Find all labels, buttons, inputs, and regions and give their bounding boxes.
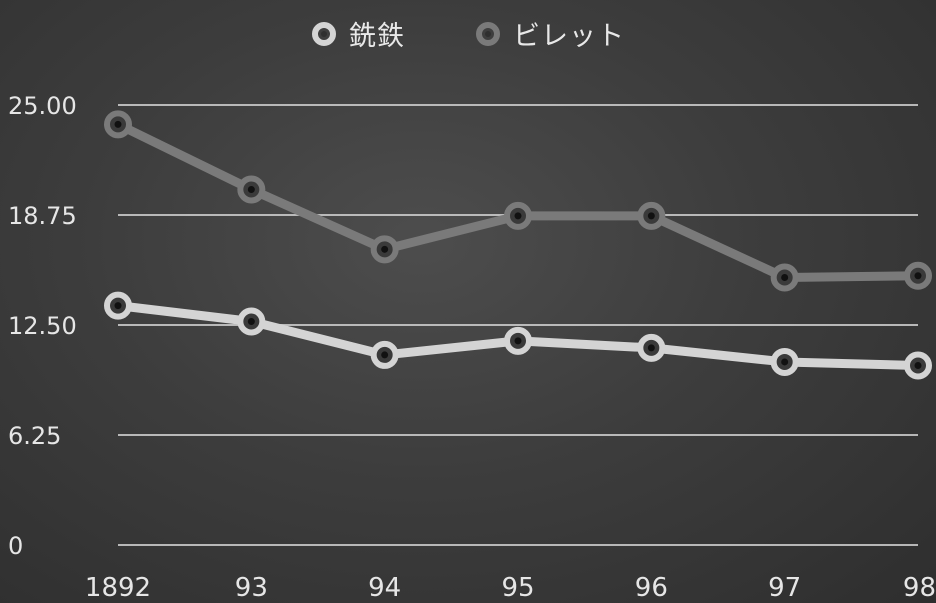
legend-label-billet: ビレット	[513, 21, 625, 52]
y-tick-label: 6.25	[8, 422, 61, 450]
x-tick-label: 98	[903, 573, 936, 603]
y-tick-label: 12.50	[8, 312, 77, 340]
legend-marker-pig-iron-icon	[312, 21, 336, 46]
data-point-center	[514, 337, 522, 345]
data-point-center	[114, 120, 122, 128]
data-point-center	[781, 273, 789, 281]
x-tick-label: 93	[235, 573, 268, 603]
legend-marker-billet-icon	[476, 21, 500, 46]
legend: 銑鉄 ビレット	[0, 14, 936, 53]
data-point-center	[247, 185, 255, 193]
y-tick-label: 0	[8, 532, 23, 560]
data-point-center	[781, 358, 789, 366]
x-tick-label: 96	[635, 573, 668, 603]
legend-label-pig-iron: 銑鉄	[349, 21, 405, 52]
legend-item-billet: ビレット	[475, 14, 625, 53]
data-point-center	[914, 361, 922, 369]
x-tick-label: 94	[368, 573, 401, 603]
data-point-center	[914, 272, 922, 280]
legend-item-pig-iron: 銑鉄	[311, 14, 405, 53]
x-tick-label: 95	[501, 573, 534, 603]
data-point-center	[647, 344, 655, 352]
y-tick-label: 18.75	[8, 202, 77, 230]
data-point-center	[381, 351, 389, 359]
data-point-center	[381, 245, 389, 253]
x-tick-label: 97	[768, 573, 801, 603]
series-line-billet	[113, 119, 923, 282]
data-point-center	[514, 212, 522, 220]
x-tick-label: 1892	[85, 573, 151, 603]
data-point-center	[647, 212, 655, 220]
y-tick-label: 25.00	[8, 92, 77, 120]
data-point-center	[247, 317, 255, 325]
data-point-center	[114, 302, 122, 310]
